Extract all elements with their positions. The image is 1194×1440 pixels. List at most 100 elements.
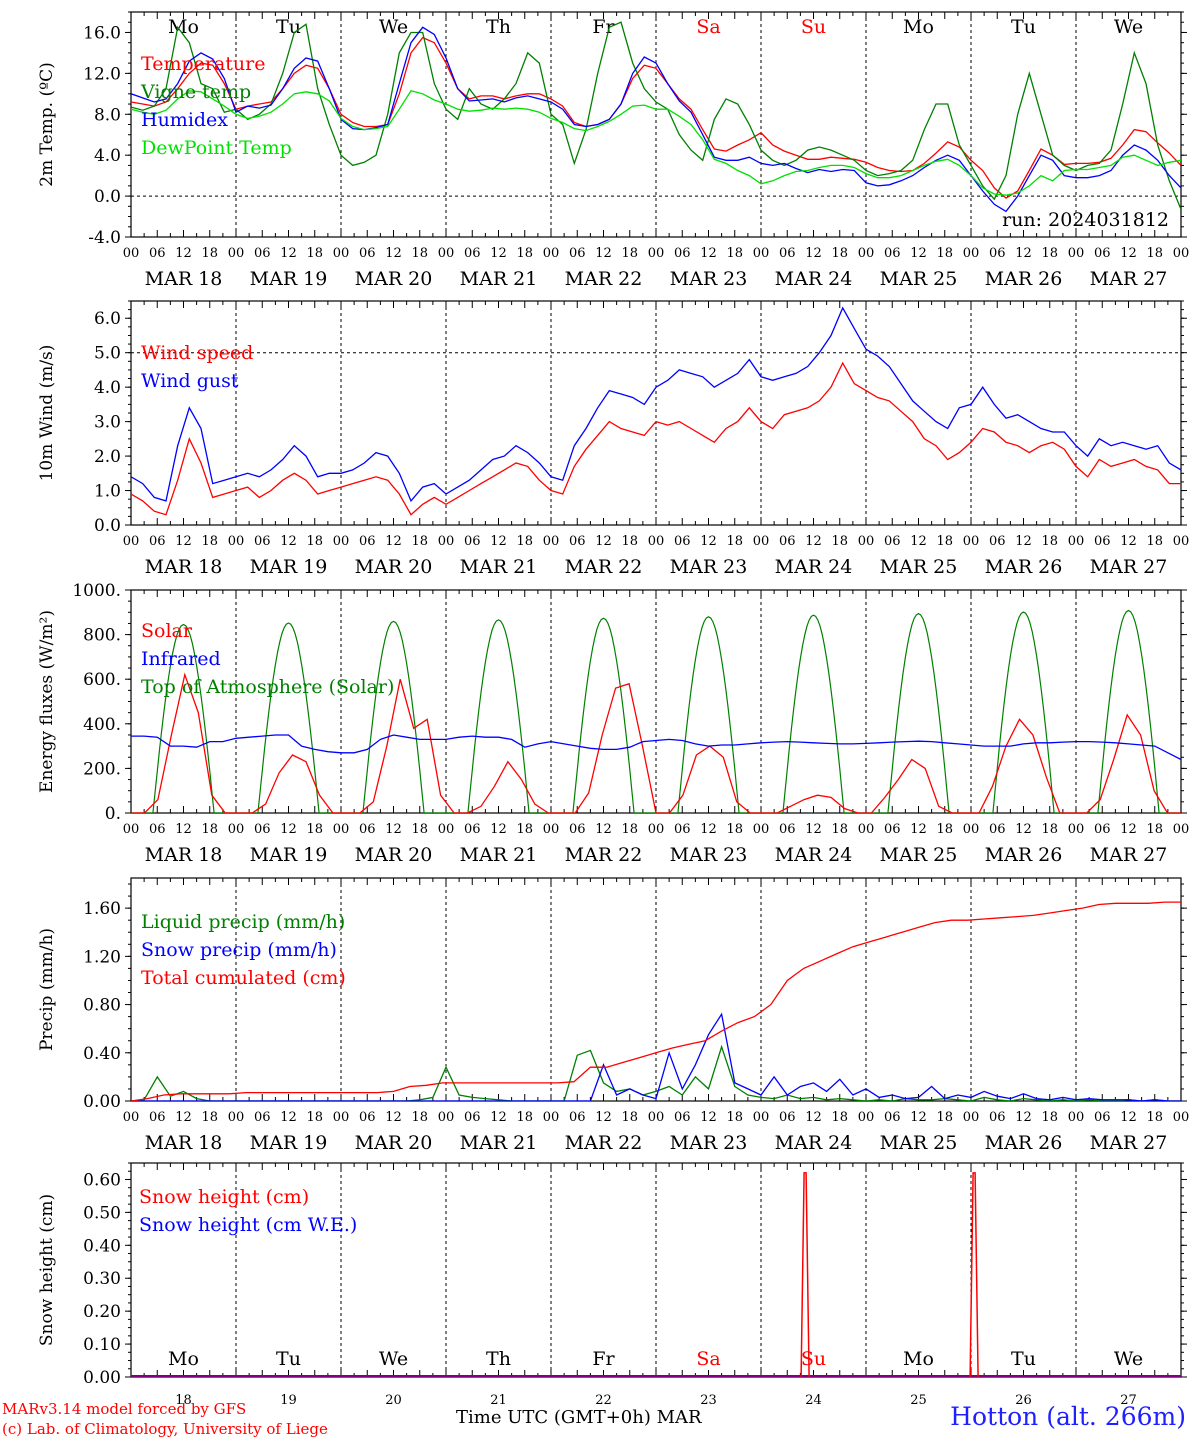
y-tick-label: 1.0 bbox=[94, 482, 121, 502]
weekday-label: Fr bbox=[592, 1348, 615, 1370]
x-hour-label: 06 bbox=[989, 534, 1006, 549]
x-hour-label: 00 bbox=[333, 1110, 350, 1125]
x-day-label: MAR 23 bbox=[670, 268, 748, 290]
x-day-label: MAR 24 bbox=[775, 844, 853, 866]
x-day-label: MAR 26 bbox=[985, 844, 1063, 866]
x-day-number: 19 bbox=[280, 1393, 297, 1408]
x-hour-label: 06 bbox=[359, 534, 376, 549]
y-tick-label: 0.40 bbox=[83, 1236, 121, 1256]
weekday-label: Mo bbox=[903, 16, 934, 38]
x-hour-label: 00 bbox=[1068, 1110, 1085, 1125]
x-day-number: 25 bbox=[910, 1393, 927, 1408]
x-hour-label: 06 bbox=[884, 1110, 901, 1125]
x-hour-label: 00 bbox=[438, 822, 455, 837]
x-hour-label: 06 bbox=[989, 246, 1006, 261]
x-day-number: 23 bbox=[700, 1393, 717, 1408]
x-hour-label: 18 bbox=[1146, 822, 1163, 837]
x-hour-label: 06 bbox=[149, 246, 166, 261]
x-hour-label: 00 bbox=[438, 1110, 455, 1125]
x-hour-label: 12 bbox=[280, 822, 297, 837]
x-hour-label: 00 bbox=[648, 1110, 665, 1125]
x-hour-label: 06 bbox=[464, 1110, 481, 1125]
x-day-label: MAR 19 bbox=[250, 1132, 328, 1154]
series-line-infrared bbox=[131, 734, 1181, 761]
weekday-label: Th bbox=[486, 1348, 511, 1370]
x-hour-label: 00 bbox=[543, 534, 560, 549]
x-hour-label: 18 bbox=[1041, 246, 1058, 261]
x-hour-label: 18 bbox=[621, 1110, 638, 1125]
x-hour-label: 18 bbox=[516, 822, 533, 837]
series-group bbox=[131, 901, 1181, 1101]
x-hour-label: 18 bbox=[936, 534, 953, 549]
x-day-label: MAR 23 bbox=[670, 844, 748, 866]
x-hour-label: 00 bbox=[648, 534, 665, 549]
x-hour-label: 12 bbox=[805, 822, 822, 837]
y-tick-label: 0.20 bbox=[83, 1302, 121, 1322]
y-tick-label: 600. bbox=[83, 670, 121, 690]
y-tick-label: 4.0 bbox=[94, 146, 121, 166]
x-hour-label: 18 bbox=[1146, 534, 1163, 549]
x-hour-label: 00 bbox=[1068, 246, 1085, 261]
x-hour-label: 18 bbox=[411, 534, 428, 549]
x-hour-label: 12 bbox=[490, 246, 507, 261]
y-tick-label: 16.0 bbox=[83, 23, 121, 43]
x-hour-label: 12 bbox=[910, 246, 927, 261]
y-tick-label: 400. bbox=[83, 715, 121, 735]
x-day-label: MAR 22 bbox=[565, 1132, 643, 1154]
x-hour-label: 06 bbox=[254, 246, 271, 261]
x-day-label: MAR 19 bbox=[250, 556, 328, 578]
series-line-total-cumulated-cm- bbox=[131, 901, 1181, 1101]
x-hour-label: 00 bbox=[333, 246, 350, 261]
x-day-number: 26 bbox=[1015, 1393, 1032, 1408]
weekday-label: We bbox=[1114, 16, 1143, 38]
x-hour-label: 18 bbox=[831, 822, 848, 837]
y-tick-label: 6.0 bbox=[94, 309, 121, 329]
x-hour-label: 12 bbox=[1120, 534, 1137, 549]
x-hour-label: 00 bbox=[858, 822, 875, 837]
x-hour-label: 18 bbox=[411, 1110, 428, 1125]
x-hour-label: 00 bbox=[123, 1110, 140, 1125]
x-day-label: MAR 23 bbox=[670, 1132, 748, 1154]
x-hour-label: 06 bbox=[674, 1110, 691, 1125]
y-tick-label: 0.00 bbox=[83, 1368, 121, 1388]
x-hour-label: 18 bbox=[621, 534, 638, 549]
x-hour-label: 00 bbox=[543, 246, 560, 261]
x-hour-label: 18 bbox=[516, 534, 533, 549]
x-day-label: MAR 25 bbox=[880, 844, 958, 866]
weekday-label: Mo bbox=[168, 16, 199, 38]
legend-entry: DewPoint Temp bbox=[141, 137, 292, 159]
x-hour-label: 00 bbox=[228, 822, 245, 837]
weekday-label: We bbox=[1114, 1348, 1143, 1370]
x-hour-label: 00 bbox=[753, 822, 770, 837]
x-day-label: MAR 27 bbox=[1090, 1132, 1168, 1154]
y-tick-label: 1.20 bbox=[83, 947, 121, 967]
x-day-label: MAR 24 bbox=[775, 268, 853, 290]
x-day-number: 24 bbox=[805, 1393, 822, 1408]
x-hour-label: 18 bbox=[1041, 534, 1058, 549]
x-hour-label: 18 bbox=[306, 1110, 323, 1125]
x-hour-label: 18 bbox=[516, 1110, 533, 1125]
x-hour-label: 18 bbox=[201, 1110, 218, 1125]
x-hour-label: 18 bbox=[621, 246, 638, 261]
weekday-label: Su bbox=[801, 16, 826, 38]
x-hour-label: 18 bbox=[516, 246, 533, 261]
x-hour-label: 12 bbox=[280, 534, 297, 549]
x-hour-label: 00 bbox=[543, 1110, 560, 1125]
y-tick-label: 0.30 bbox=[83, 1269, 121, 1289]
x-day-label: MAR 19 bbox=[250, 268, 328, 290]
x-hour-label: 00 bbox=[1068, 534, 1085, 549]
x-hour-label: 18 bbox=[201, 822, 218, 837]
x-hour-label: 12 bbox=[1015, 1110, 1032, 1125]
x-day-number: 27 bbox=[1120, 1393, 1137, 1408]
y-tick-label: 0.80 bbox=[83, 996, 121, 1016]
series-group bbox=[131, 1172, 1181, 1377]
x-hour-label: 18 bbox=[411, 246, 428, 261]
legend-entry: Solar bbox=[141, 620, 193, 642]
x-day-label: MAR 20 bbox=[355, 1132, 433, 1154]
x-hour-label: 06 bbox=[464, 822, 481, 837]
legend-entry: Vigne temp bbox=[140, 81, 251, 103]
x-day-label: MAR 25 bbox=[880, 556, 958, 578]
x-hour-label: 00 bbox=[1173, 822, 1190, 837]
x-hour-label: 12 bbox=[910, 822, 927, 837]
